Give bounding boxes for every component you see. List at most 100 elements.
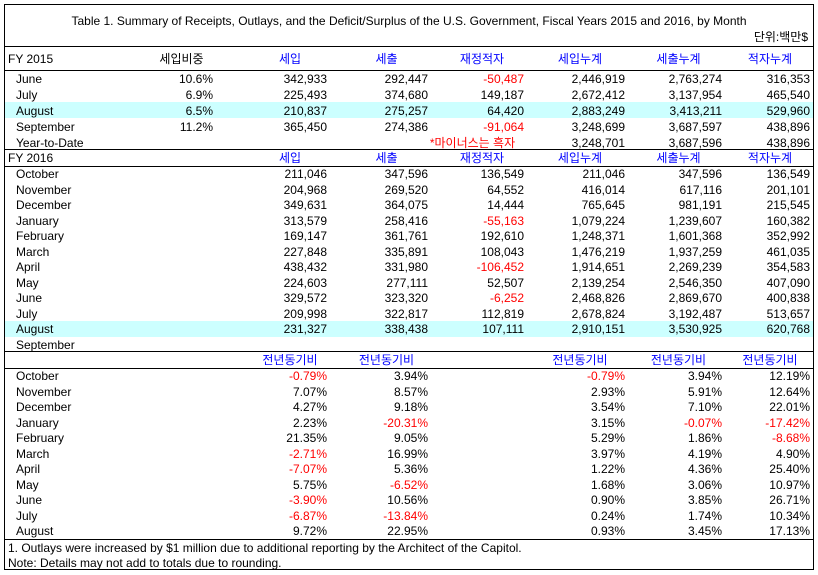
cell: -6,252 <box>489 291 524 306</box>
cell: 365,450 <box>283 119 327 134</box>
cell: 3.97% <box>590 446 625 461</box>
cell: 3,248,699 <box>571 119 625 134</box>
cell: 169,147 <box>283 229 327 244</box>
cell: 3,137,954 <box>668 87 722 102</box>
cell: 0.90% <box>590 493 625 508</box>
cell: 438,432 <box>283 260 327 275</box>
cell: 10.56% <box>387 493 428 508</box>
cell: 0.93% <box>590 524 625 539</box>
cell: 3.94% <box>393 369 428 384</box>
cell: 108,043 <box>480 244 524 259</box>
rule <box>4 166 814 167</box>
table-title: Table 1. Summary of Receipts, Outlays, a… <box>71 14 747 28</box>
cell: -13.84% <box>383 508 428 523</box>
cell: 136,549 <box>480 167 524 182</box>
cell: 3,248,701 <box>571 135 625 150</box>
cell: 201,101 <box>766 182 810 197</box>
cell: 354,583 <box>766 260 810 275</box>
cell: 1,937,259 <box>668 244 722 259</box>
row-label: November <box>16 182 72 197</box>
cell: 5.29% <box>590 431 625 446</box>
cell: 2,869,670 <box>668 291 722 306</box>
cell: 292,447 <box>384 71 428 86</box>
cell: 11.2% <box>179 119 213 134</box>
column-header: 전년동기비 <box>650 352 707 367</box>
cell: -2.71% <box>288 446 327 461</box>
cell: 3.94% <box>687 369 722 384</box>
cell: 210,837 <box>283 103 327 118</box>
cell: 204,968 <box>283 182 327 197</box>
cell: 765,645 <box>581 198 625 213</box>
column-header: 세출 <box>375 150 398 165</box>
row-label: June <box>16 291 43 306</box>
cell: 8.57% <box>393 384 428 399</box>
unit-label: 단위:백만$ <box>753 30 808 44</box>
cell: 4.36% <box>687 462 722 477</box>
cell: -106,452 <box>476 260 524 275</box>
cell: 14,444 <box>487 198 524 213</box>
cell: 620,768 <box>766 322 810 337</box>
cell: 22.01% <box>769 400 810 415</box>
cell: 438,896 <box>766 119 810 134</box>
cell: -0.79% <box>288 369 327 384</box>
cell: 275,257 <box>384 103 428 118</box>
row-label: May <box>16 275 39 290</box>
cell: 342,933 <box>283 71 327 86</box>
cell: 2,468,826 <box>571 291 625 306</box>
cell: 2,139,254 <box>571 275 625 290</box>
cell: 3.45% <box>687 524 722 539</box>
row-label: January <box>16 415 59 430</box>
cell: 3,530,925 <box>668 322 722 337</box>
cell: 2,678,824 <box>571 306 625 321</box>
cell: 2,910,151 <box>571 322 625 337</box>
cell: 617,116 <box>679 182 723 197</box>
cell: 21.35% <box>286 431 327 446</box>
cell: 211,046 <box>284 167 328 182</box>
row-label: Year-to-Date <box>16 135 84 150</box>
row-label: October <box>16 167 59 182</box>
cell: 12.19% <box>769 369 810 384</box>
cell: 10.6% <box>178 71 213 86</box>
column-header: 재정적자 <box>459 51 505 66</box>
cell: 52,507 <box>487 275 524 290</box>
cell: 5.75% <box>292 477 327 492</box>
cell: -8.68% <box>771 431 810 446</box>
row-label: August <box>16 322 54 337</box>
cell: 160,382 <box>766 213 810 228</box>
cell: 323,320 <box>384 291 428 306</box>
cell: 7.10% <box>687 400 722 415</box>
cell: -50,487 <box>483 71 524 86</box>
column-header: 세입 <box>278 51 302 66</box>
cell: 461,035 <box>766 244 810 259</box>
cell: 1,476,219 <box>571 244 625 259</box>
column-header: 세입누계 <box>557 51 603 66</box>
cell: -55,163 <box>483 213 524 228</box>
cell: 26.71% <box>769 493 810 508</box>
row-label: December <box>16 400 72 415</box>
cell: 2,546,350 <box>668 275 722 290</box>
cell: 64,552 <box>487 182 524 197</box>
rule <box>4 149 814 150</box>
cell: 2,763,274 <box>668 71 722 86</box>
cell: 10.97% <box>769 477 810 492</box>
cell: 258,416 <box>384 213 428 228</box>
cell: -0.07% <box>683 415 722 430</box>
row-label: July <box>16 508 38 523</box>
cell: 2,269,239 <box>668 260 722 275</box>
cell: 3,413,211 <box>669 103 723 118</box>
cell: 2,446,919 <box>571 71 625 86</box>
column-header: 세출누계 <box>656 150 701 165</box>
column-header: 세입 <box>278 150 302 165</box>
cell: 331,980 <box>384 260 428 275</box>
rule <box>4 538 814 540</box>
column-header: 적자누계 <box>747 51 793 66</box>
column-header: 적자누계 <box>747 150 793 165</box>
cell: -3.90% <box>288 493 327 508</box>
cell: 1.74% <box>687 508 722 523</box>
cell: 0.24% <box>590 508 625 523</box>
cell: 364,075 <box>384 198 428 213</box>
column-header: 세출누계 <box>656 51 701 66</box>
cell: 1,914,651 <box>571 260 625 275</box>
row-label: March <box>16 244 50 259</box>
